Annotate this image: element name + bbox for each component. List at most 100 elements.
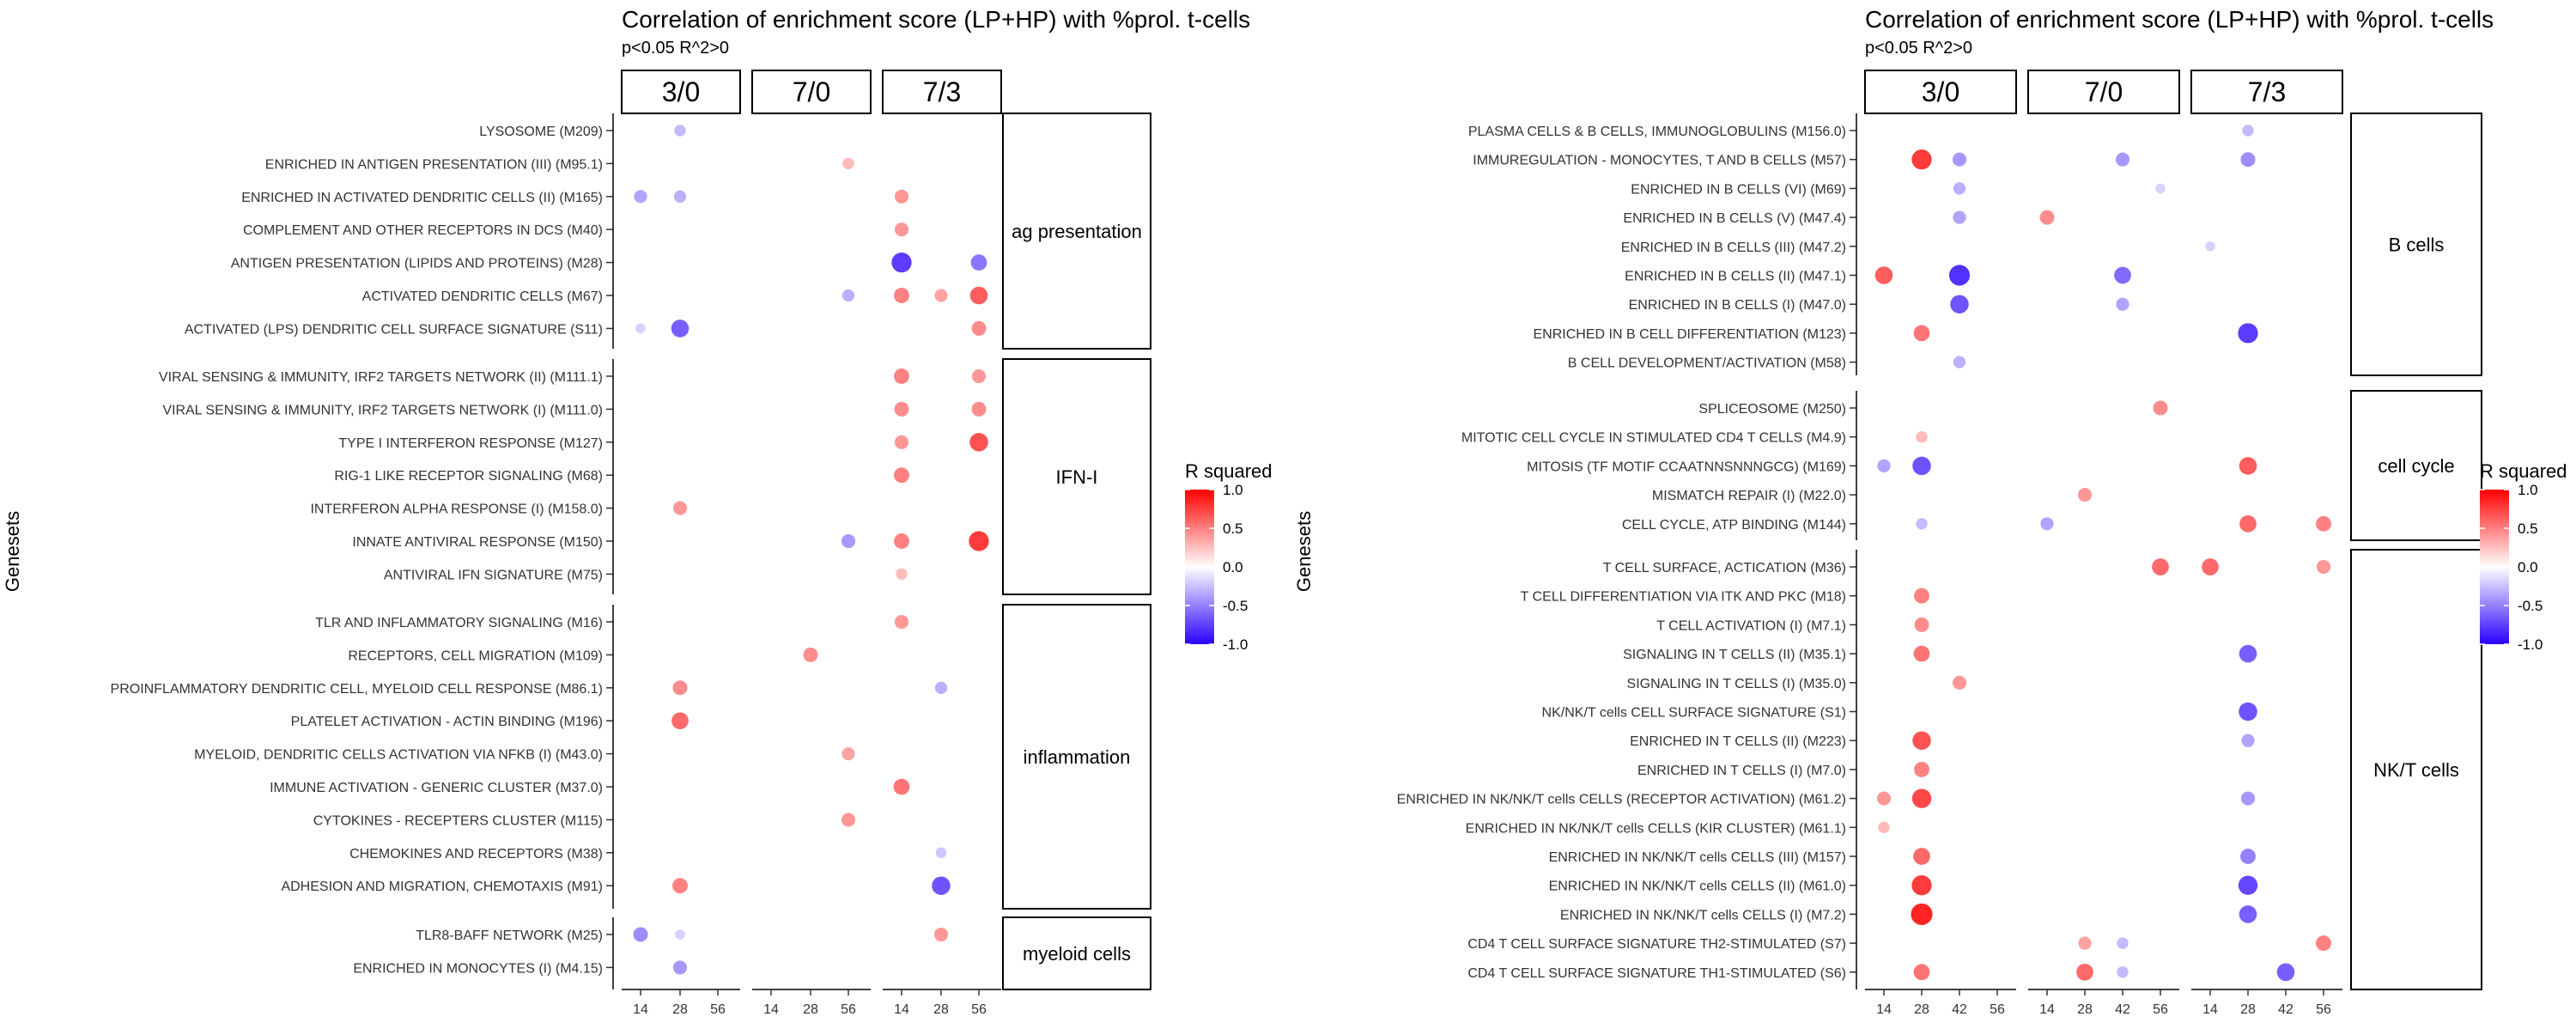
data-point	[1953, 356, 1966, 368]
data-point	[933, 927, 949, 942]
geneset-label: TYPE I INTERFERON RESPONSE (M127)	[338, 436, 603, 451]
data-point	[2238, 323, 2258, 344]
legend-title: R squared	[2480, 460, 2567, 482]
data-point	[2316, 515, 2331, 532]
geneset-label: ENRICHED IN NK/NK/T cells CELLS (I) (M7.…	[1560, 908, 1846, 922]
data-point	[969, 286, 988, 305]
data-point	[894, 288, 909, 303]
data-point	[2152, 558, 2169, 575]
facet-label: 3/0	[662, 76, 700, 107]
data-point	[841, 533, 856, 549]
data-point	[893, 778, 910, 795]
data-point	[671, 712, 689, 730]
data-point	[2114, 266, 2131, 284]
data-point	[2115, 152, 2130, 167]
data-point	[2240, 849, 2256, 864]
data-point	[2117, 966, 2129, 978]
geneset-label: PLATELET ACTIVATION - ACTIN BINDING (M19…	[291, 715, 603, 729]
group-label: B cells	[2389, 234, 2445, 256]
x-tick-label: 56	[710, 1002, 726, 1017]
geneset-label: CYTOKINES - RECEPTERS CLUSTER (M115)	[313, 813, 603, 828]
data-point	[1913, 325, 1930, 342]
facet-label: 7/3	[923, 76, 961, 107]
group-box	[2350, 113, 2482, 376]
geneset-label: MYELOID, DENDRITIC CELLS ACTIVATION VIA …	[194, 748, 603, 763]
colorbar-tick-label: -0.5	[1223, 598, 1248, 614]
x-tick-label: 56	[1990, 1002, 2005, 1017]
facet-strip	[621, 70, 741, 114]
geneset-label: T CELL ACTIVATION (I) (M7.1)	[1656, 618, 1846, 633]
data-point	[969, 531, 989, 551]
x-tick-label: 42	[2278, 1002, 2293, 1017]
geneset-label: VIRAL SENSING & IMMUNITY, IRF2 TARGETS N…	[162, 403, 603, 417]
data-point	[1911, 149, 1932, 170]
data-point	[672, 960, 688, 975]
data-point	[2240, 791, 2256, 806]
geneset-label: CELL CYCLE, ATP BINDING (M144)	[1622, 518, 1846, 533]
data-point	[1950, 295, 1969, 314]
geneset-label: MISMATCH REPAIR (I) (M22.0)	[1652, 489, 1846, 503]
data-point	[970, 254, 987, 271]
geneset-label: INTERFERON ALPHA RESPONSE (I) (M158.0)	[310, 502, 603, 517]
geneset-label: ENRICHED IN T CELLS (II) (M223)	[1630, 734, 1846, 749]
x-tick-label: 56	[2153, 1002, 2168, 1017]
colorbar-tick-label: -1.0	[2518, 636, 2543, 653]
geneset-label: LYSOSOME (M209)	[479, 125, 603, 139]
data-point	[2239, 457, 2257, 475]
colorbar-tick-label: 0.5	[1223, 521, 1243, 537]
geneset-label: ENRICHED IN B CELL DIFFERENTIATION (M123…	[1534, 327, 1847, 342]
data-point	[1874, 266, 1893, 284]
data-point	[1878, 821, 1890, 833]
data-point	[2155, 183, 2166, 194]
data-point	[932, 876, 951, 895]
geneset-label: COMPLEMENT AND OTHER RECEPTORS IN DCS (M…	[243, 223, 603, 238]
x-tick-label: 14	[894, 1002, 909, 1017]
geneset-label: ENRICHED IN ANTIGEN PRESENTATION (III) (…	[265, 157, 603, 172]
data-point	[1948, 265, 1971, 286]
data-point	[2076, 963, 2093, 981]
x-tick-label: 28	[2077, 1002, 2093, 1017]
facet-strip	[882, 70, 1002, 114]
data-point	[2040, 517, 2054, 531]
data-point	[2276, 963, 2295, 982]
data-point	[1914, 617, 1929, 632]
geneset-label: ANTIVIRAL IFN SIGNATURE (M75)	[384, 568, 603, 582]
x-tick-label: 56	[2316, 1002, 2331, 1017]
data-point	[894, 467, 909, 484]
colorbar-tick-label: 0.5	[2518, 521, 2538, 537]
data-point	[2239, 644, 2257, 663]
facet-strip	[2027, 70, 2180, 114]
chart-1: Correlation of enrichment score (LP+HP) …	[2, 6, 1273, 1017]
data-point	[2239, 905, 2257, 923]
data-point	[1914, 761, 1929, 777]
data-point	[934, 289, 948, 302]
geneset-label: ENRICHED IN B CELLS (III) (M47.2)	[1621, 240, 1846, 255]
data-point	[2077, 488, 2093, 502]
geneset-label: ADHESION AND MIGRATION, CHEMOTAXIS (M91)	[281, 880, 603, 894]
facet-label: 7/0	[793, 76, 830, 107]
geneset-label: CD4 T CELL SURFACE SIGNATURE TH1-STIMULA…	[1467, 966, 1846, 981]
data-point	[2239, 702, 2257, 721]
data-point	[894, 614, 909, 630]
geneset-label: B CELL DEVELOPMENT/ACTIVATION (M58)	[1568, 356, 1846, 371]
geneset-label: ENRICHED IN NK/NK/T cells CELLS (II) (M6…	[1549, 880, 1846, 894]
data-point	[2078, 936, 2092, 950]
data-point	[1916, 518, 1928, 530]
geneset-label: ENRICHED IN MONOCYTES (I) (M4.15)	[353, 961, 603, 976]
group-label: myeloid cells	[1023, 943, 1131, 965]
geneset-label: RIG-1 LIKE RECEPTOR SIGNALING (M68)	[334, 469, 603, 484]
data-point	[635, 323, 646, 334]
x-tick-label: 28	[672, 1002, 688, 1017]
data-point	[1913, 645, 1930, 662]
geneset-label: T CELL SURFACE, ACTICATION (M36)	[1603, 561, 1846, 575]
geneset-label: IMMUNE ACTIVATION - GENERIC CLUSTER (M37…	[270, 781, 603, 795]
y-axis-title: Genesets	[2, 511, 23, 592]
data-point	[634, 190, 647, 204]
group-box	[2350, 390, 2482, 541]
legend-title: R squared	[1185, 460, 1273, 482]
geneset-label: MITOSIS (TF MOTIF CCAATNNSNNNGCG) (M169)	[1527, 460, 1846, 474]
colorbar-tick-label: -0.5	[2518, 598, 2543, 614]
geneset-label: ENRICHED IN B CELLS (II) (M47.1)	[1625, 270, 1846, 284]
